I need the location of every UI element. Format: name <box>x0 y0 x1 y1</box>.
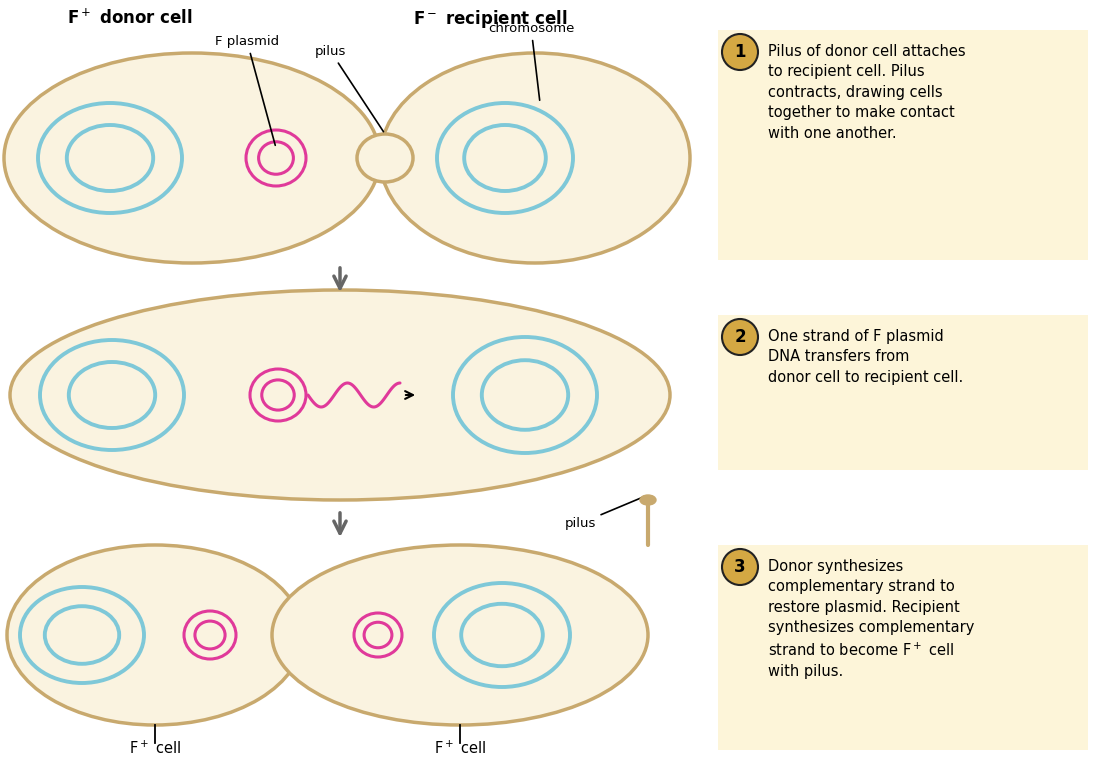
Circle shape <box>722 319 758 355</box>
Text: 1: 1 <box>734 43 746 61</box>
Ellipse shape <box>640 495 656 505</box>
Text: F plasmid: F plasmid <box>215 35 279 145</box>
Text: 3: 3 <box>734 558 746 576</box>
Text: F$^-$ recipient cell: F$^-$ recipient cell <box>412 8 567 30</box>
Ellipse shape <box>272 545 648 725</box>
Text: chromosome: chromosome <box>488 22 575 100</box>
Ellipse shape <box>10 290 670 500</box>
Text: pilus: pilus <box>315 45 384 131</box>
Circle shape <box>722 34 758 70</box>
Text: One strand of F plasmid
DNA transfers from
donor cell to recipient cell.: One strand of F plasmid DNA transfers fr… <box>768 329 963 385</box>
FancyBboxPatch shape <box>719 315 1088 470</box>
Ellipse shape <box>4 53 380 263</box>
Text: 2: 2 <box>734 328 746 346</box>
Text: F$^+$ cell: F$^+$ cell <box>129 740 181 757</box>
Circle shape <box>722 549 758 585</box>
FancyBboxPatch shape <box>719 30 1088 260</box>
Text: Donor synthesizes
complementary strand to
restore plasmid. Recipient
synthesizes: Donor synthesizes complementary strand t… <box>768 559 974 679</box>
Ellipse shape <box>7 545 303 725</box>
Text: Pilus of donor cell attaches
to recipient cell. Pilus
contracts, drawing cells
t: Pilus of donor cell attaches to recipien… <box>768 44 965 141</box>
Text: F$^+$ cell: F$^+$ cell <box>434 740 486 757</box>
FancyBboxPatch shape <box>719 545 1088 750</box>
Ellipse shape <box>380 53 690 263</box>
Text: F$^+$ donor cell: F$^+$ donor cell <box>67 8 193 28</box>
Ellipse shape <box>357 134 412 182</box>
Text: pilus: pilus <box>564 496 645 530</box>
